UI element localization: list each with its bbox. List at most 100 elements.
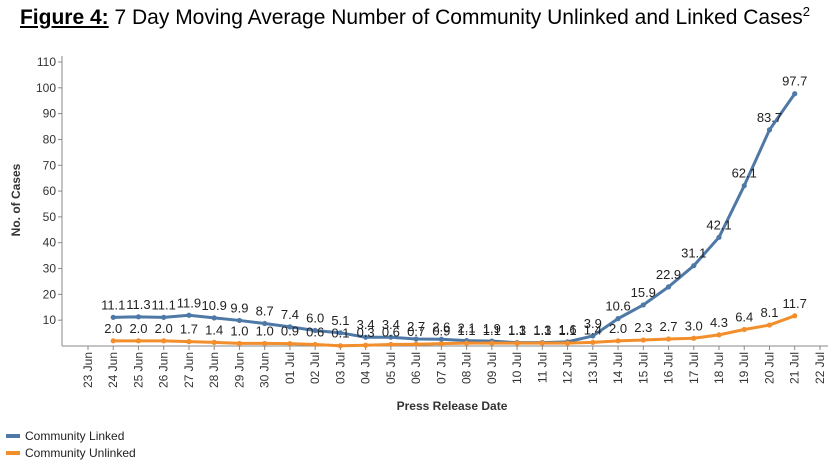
data-label-community-linked: 2.6 bbox=[432, 319, 450, 334]
x-tick-label: 17 Jul bbox=[687, 352, 701, 384]
y-tick-label: 100 bbox=[36, 81, 56, 95]
data-point-community-linked bbox=[312, 327, 318, 334]
y-tick-label: 80 bbox=[43, 132, 57, 146]
data-label-community-unlinked: 0.9 bbox=[432, 324, 450, 339]
data-label-community-unlinked: 1.1 bbox=[458, 323, 476, 338]
data-label-community-linked: 8.7 bbox=[256, 304, 274, 319]
data-label-community-unlinked: 1.0 bbox=[230, 323, 248, 338]
data-point-community-linked bbox=[438, 336, 444, 342]
data-point-community-linked bbox=[236, 317, 243, 324]
data-label-community-unlinked: 8.1 bbox=[760, 305, 778, 320]
data-point-community-unlinked bbox=[337, 343, 343, 349]
x-tick-label: 09 Jul bbox=[485, 352, 499, 384]
y-tick-label: 40 bbox=[43, 236, 57, 250]
x-tick-label: 20 Jul bbox=[762, 352, 776, 384]
data-label-community-unlinked: 2.0 bbox=[104, 321, 122, 336]
data-label-community-linked: 31.1 bbox=[681, 246, 706, 261]
x-tick-label: 15 Jul bbox=[636, 352, 650, 384]
y-tick-label: 20 bbox=[43, 287, 57, 301]
data-point-community-unlinked bbox=[236, 340, 243, 347]
data-point-community-unlinked bbox=[514, 340, 520, 346]
data-point-community-linked bbox=[665, 284, 672, 290]
series-lines bbox=[110, 91, 798, 349]
data-point-community-linked bbox=[766, 127, 773, 133]
x-tick-label: 28 Jun bbox=[207, 352, 221, 388]
data-label-community-linked: 11.3 bbox=[126, 297, 150, 312]
data-point-community-unlinked bbox=[716, 332, 722, 338]
data-point-community-unlinked bbox=[135, 338, 142, 344]
data-label-community-unlinked: 0.6 bbox=[306, 324, 324, 339]
data-label-community-linked: 3.4 bbox=[357, 317, 375, 332]
data-label-community-unlinked: 0.6 bbox=[382, 324, 400, 339]
figure-label: Figure 4: bbox=[19, 6, 109, 29]
data-label-community-linked: 11.9 bbox=[177, 295, 201, 310]
data-point-community-linked bbox=[388, 334, 394, 340]
y-tick-label: 60 bbox=[43, 184, 57, 198]
data-point-community-unlinked bbox=[312, 341, 318, 348]
data-point-community-unlinked bbox=[211, 339, 217, 345]
x-tick-label: 04 Jul bbox=[359, 352, 373, 384]
axes: 10 20 30 40 50 60 70 80 90 100 110 23 Jun 24 Jun 25 J… bbox=[36, 55, 828, 388]
data-point-community-linked bbox=[211, 315, 217, 321]
data-label-community-linked: 6.0 bbox=[306, 311, 324, 326]
data-point-community-unlinked bbox=[413, 341, 419, 347]
data-point-community-unlinked bbox=[741, 326, 747, 333]
data-label-community-unlinked: 1.1 bbox=[483, 323, 501, 338]
title-superscript: 2 bbox=[802, 4, 811, 19]
data-point-community-unlinked bbox=[640, 337, 646, 343]
data-point-community-linked bbox=[792, 91, 798, 97]
x-tick-label: 05 Jul bbox=[384, 352, 398, 384]
x-tick-label: 02 Jul bbox=[308, 352, 322, 384]
data-label-community-linked: 11.1 bbox=[101, 297, 125, 312]
data-point-community-unlinked bbox=[388, 341, 394, 348]
data-label-community-linked: 1.9 bbox=[483, 321, 501, 336]
data-point-community-unlinked bbox=[665, 336, 672, 342]
data-label-community-linked: 1.6 bbox=[559, 322, 577, 337]
data-point-community-unlinked bbox=[590, 339, 596, 345]
data-label-community-unlinked: 0.3 bbox=[357, 325, 375, 340]
legend-swatch-unlinked bbox=[6, 451, 20, 455]
data-label-community-unlinked: 6.4 bbox=[735, 309, 753, 324]
legend-item-unlinked: Community Unlinked bbox=[6, 446, 136, 460]
data-point-community-unlinked bbox=[262, 340, 268, 347]
y-tick-label: 10 bbox=[43, 313, 57, 327]
data-point-community-linked bbox=[287, 324, 293, 330]
x-tick-label: 08 Jul bbox=[460, 352, 474, 384]
data-point-community-unlinked bbox=[464, 340, 470, 346]
data-label-community-unlinked: 0.9 bbox=[281, 324, 299, 339]
data-point-community-linked bbox=[337, 330, 343, 336]
data-label-community-unlinked: 4.3 bbox=[710, 315, 728, 330]
y-tick-label: 50 bbox=[43, 210, 57, 224]
data-label-community-linked: 5.1 bbox=[331, 313, 349, 328]
x-tick-label: 18 Jul bbox=[712, 352, 726, 384]
data-point-community-linked bbox=[413, 336, 419, 342]
data-point-community-unlinked bbox=[792, 313, 798, 319]
data-label-community-linked: 9.9 bbox=[230, 300, 248, 315]
data-label-community-linked: 10.6 bbox=[605, 299, 630, 314]
chart-title: Figure 4: 7 Day Moving Average Number of… bbox=[0, 4, 830, 30]
data-label-community-unlinked: 2.0 bbox=[129, 321, 147, 336]
data-label-community-unlinked: 2.7 bbox=[659, 319, 677, 334]
x-tick-label: 26 Jun bbox=[157, 352, 171, 388]
x-tick-label: 14 Jul bbox=[611, 352, 625, 384]
data-label-community-unlinked: 2.3 bbox=[634, 320, 652, 335]
x-tick-label: 16 Jul bbox=[662, 352, 676, 384]
data-label-community-unlinked: 2.0 bbox=[609, 321, 627, 336]
data-point-community-unlinked bbox=[161, 338, 167, 344]
y-axis-title: No. of Cases bbox=[9, 163, 23, 236]
x-tick-label: 23 Jun bbox=[81, 352, 95, 388]
data-label-community-linked: 3.4 bbox=[382, 317, 400, 332]
data-label-community-linked: 3.9 bbox=[584, 316, 602, 331]
data-label-community-unlinked: 1.4 bbox=[584, 322, 602, 337]
y-tick-label: 90 bbox=[43, 107, 57, 121]
data-point-community-unlinked bbox=[438, 341, 444, 347]
x-tick-label: 27 Jun bbox=[182, 352, 196, 388]
data-point-community-linked bbox=[110, 314, 116, 320]
data-point-community-linked bbox=[262, 320, 268, 327]
data-point-community-unlinked bbox=[691, 335, 697, 341]
data-point-community-linked bbox=[161, 314, 167, 320]
data-point-community-unlinked bbox=[766, 322, 773, 328]
data-label-community-linked: 83.7 bbox=[757, 110, 782, 125]
x-tick-label: 25 Jun bbox=[131, 352, 145, 388]
